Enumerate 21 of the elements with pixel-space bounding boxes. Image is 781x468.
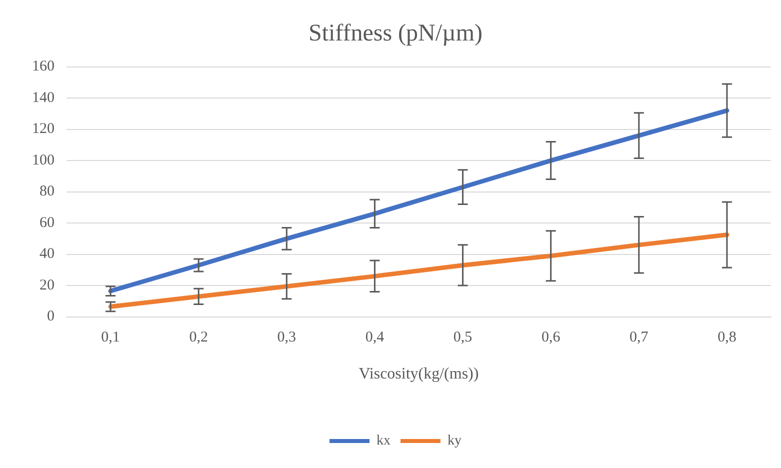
- y-tick-label: 120: [32, 121, 54, 138]
- y-tick-label: 60: [40, 214, 54, 231]
- legend-label: kx: [376, 434, 390, 449]
- x-tick-label: 0,3: [277, 330, 296, 346]
- y-tick-label: 160: [32, 58, 54, 75]
- x-tick-label: 0,7: [630, 330, 649, 346]
- legend-label: ky: [448, 434, 462, 449]
- y-tick-label: 100: [32, 152, 54, 168]
- x-tick-label: 0,2: [189, 330, 208, 346]
- x-tick-label: 0,4: [365, 330, 385, 346]
- x-axis-title: Viscosity(kg/(ms)): [358, 366, 479, 383]
- y-tick-label: 140: [32, 90, 54, 106]
- y-tick-label: 0: [47, 308, 54, 325]
- x-tick-label: 0,8: [718, 330, 736, 346]
- x-tick-label: 0,5: [453, 330, 472, 346]
- y-tick-label: 20: [40, 277, 54, 294]
- y-tick-label: 40: [40, 246, 54, 262]
- y-tick-label: 80: [40, 184, 54, 200]
- chart-title: Stiffness (pN/µm): [308, 20, 483, 47]
- x-tick-label: 0,1: [101, 330, 120, 346]
- x-tick-label: 0,6: [541, 330, 561, 346]
